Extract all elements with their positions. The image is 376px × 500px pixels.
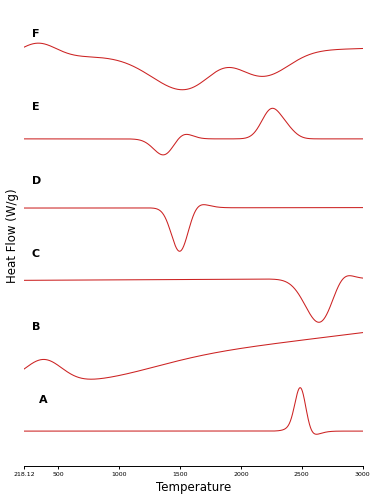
Text: C: C [32,248,40,258]
Text: B: B [32,322,40,332]
Y-axis label: Heat Flow (W/g): Heat Flow (W/g) [6,188,18,283]
Text: E: E [32,102,39,113]
Text: D: D [32,176,41,186]
Text: A: A [39,395,48,405]
X-axis label: Temperature: Temperature [156,482,231,494]
Text: F: F [32,30,39,40]
